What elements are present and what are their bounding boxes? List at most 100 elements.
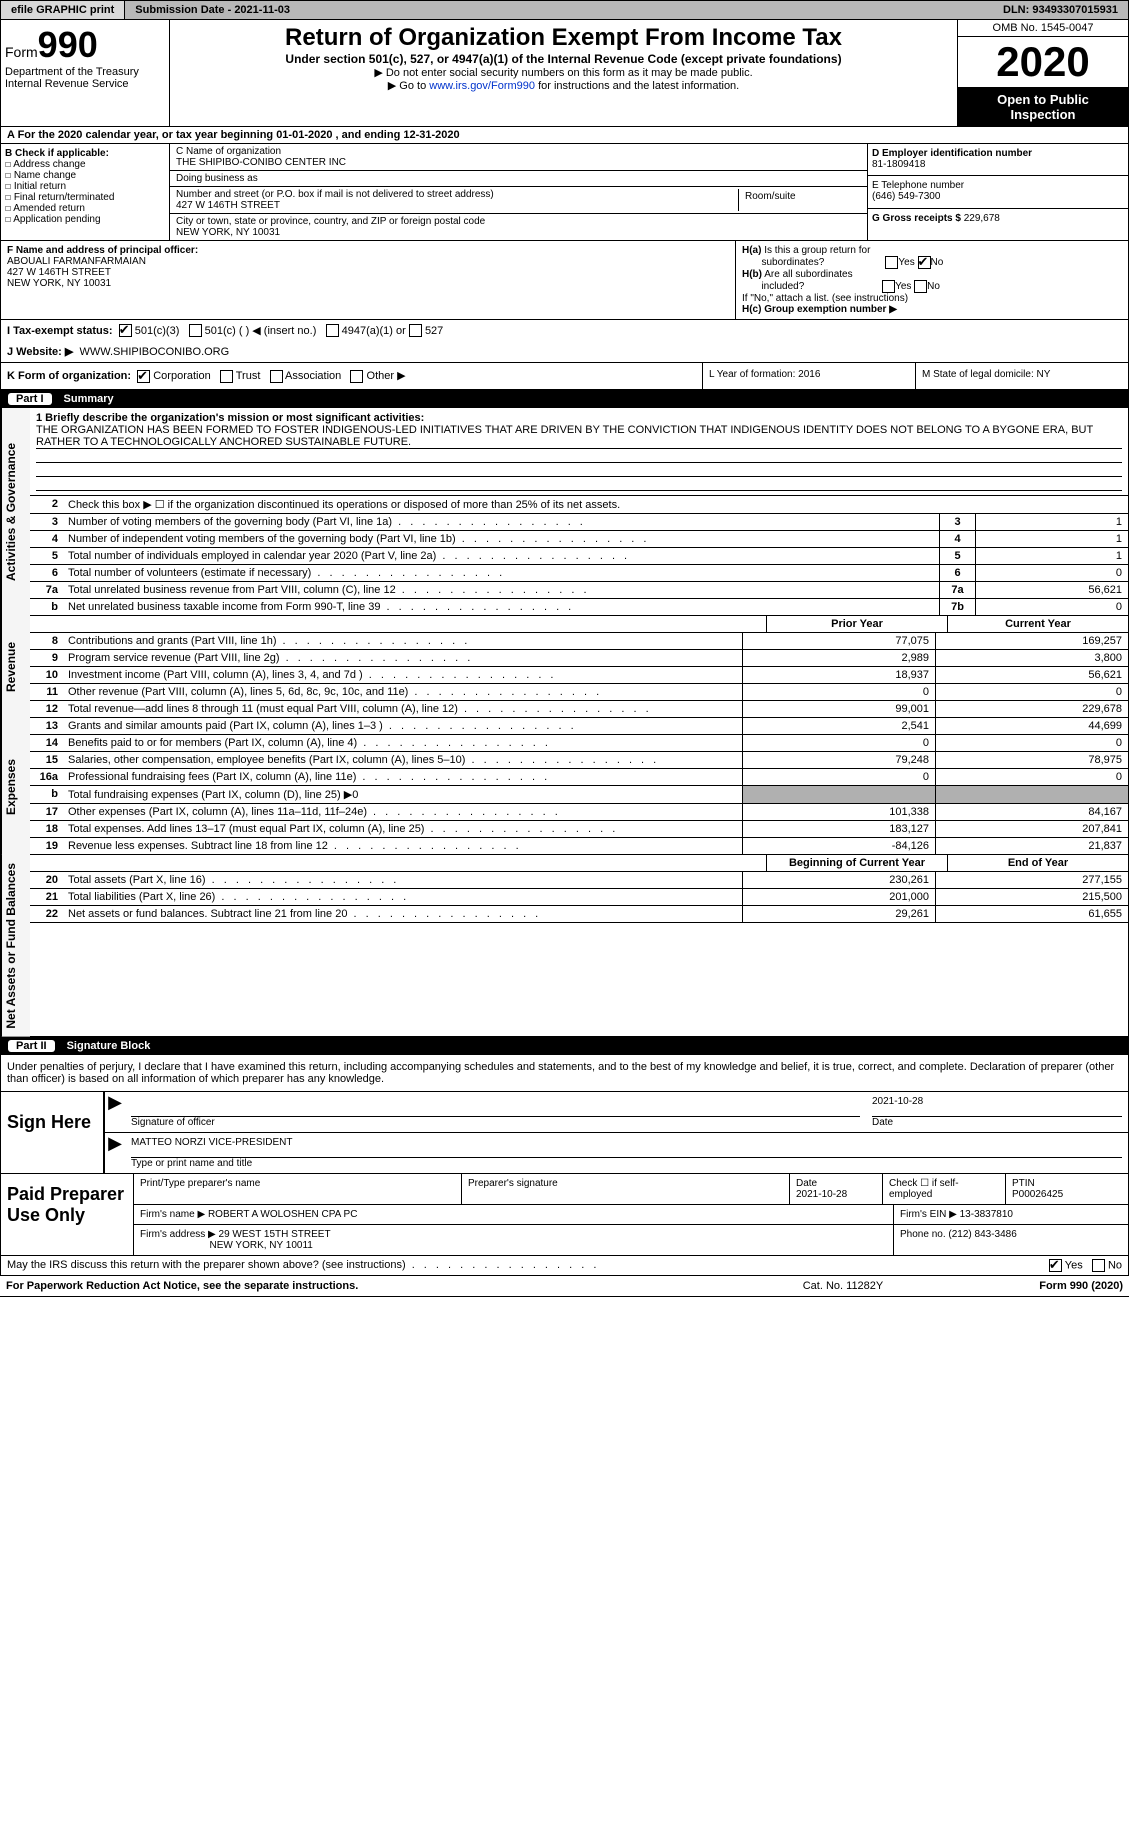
corp-checkbox[interactable] bbox=[137, 370, 150, 383]
current-year-header: Current Year bbox=[947, 616, 1128, 632]
note-link: ▶ Go to www.irs.gov/Form990 for instruct… bbox=[174, 79, 953, 92]
527-checkbox[interactable] bbox=[409, 324, 422, 337]
netassets-label: Net Assets or Fund Balances bbox=[1, 855, 30, 1037]
mission-prompt: 1 Briefly describe the organization's mi… bbox=[36, 412, 424, 424]
tax-year: 2020 bbox=[958, 37, 1128, 88]
summary-line: 21Total liabilities (Part X, line 26)201… bbox=[30, 889, 1128, 906]
summary-line: 8Contributions and grants (Part VIII, li… bbox=[30, 633, 1128, 650]
website-value: WWW.SHIPIBOCONIBO.ORG bbox=[79, 346, 229, 358]
note-ssn: ▶ Do not enter social security numbers o… bbox=[174, 66, 953, 79]
efile-print-button[interactable]: efile GRAPHIC print bbox=[1, 1, 125, 19]
firm-phone: (212) 843-3486 bbox=[948, 1229, 1016, 1240]
discuss-no[interactable] bbox=[1092, 1259, 1105, 1272]
subordinates-no[interactable] bbox=[914, 280, 927, 293]
officer-city: NEW YORK, NY 10031 bbox=[7, 278, 111, 289]
form-header: Form990 Department of the Treasury Inter… bbox=[0, 20, 1129, 127]
group-return-no[interactable] bbox=[918, 256, 931, 269]
gross-receipts: 229,678 bbox=[964, 213, 1000, 224]
year-formation: L Year of formation: 2016 bbox=[702, 363, 915, 389]
governance-section: Activities & Governance 1 Briefly descri… bbox=[0, 408, 1129, 616]
line16b-text: Total fundraising expenses (Part IX, col… bbox=[64, 786, 742, 803]
officer-group-row: F Name and address of principal officer:… bbox=[0, 241, 1129, 320]
officer-print-name: MATTEO NORZI VICE-PRESIDENT bbox=[131, 1137, 1122, 1158]
group-return-yes[interactable] bbox=[885, 256, 898, 269]
revenue-section: Revenue Prior Year Current Year 8Contrib… bbox=[0, 616, 1129, 718]
perjury-statement: Under penalties of perjury, I declare th… bbox=[1, 1055, 1128, 1091]
other-checkbox[interactable] bbox=[350, 370, 363, 383]
check-if-applicable: B Check if applicable: ☐ Address change … bbox=[1, 144, 170, 240]
summary-line: 7aTotal unrelated business revenue from … bbox=[30, 582, 1128, 599]
firm-city: NEW YORK, NY 10011 bbox=[209, 1240, 312, 1251]
summary-line: 5Total number of individuals employed in… bbox=[30, 548, 1128, 565]
form-number: Form990 bbox=[5, 24, 165, 66]
part2-header: Part II Signature Block bbox=[0, 1037, 1129, 1055]
summary-line: bNet unrelated business taxable income f… bbox=[30, 599, 1128, 616]
summary-line: 14Benefits paid to or for members (Part … bbox=[30, 735, 1128, 752]
submission-date: Submission Date - 2021-11-03 bbox=[125, 1, 300, 19]
firm-address: 29 WEST 15TH STREET bbox=[219, 1229, 331, 1240]
summary-line: 6Total number of volunteers (estimate if… bbox=[30, 565, 1128, 582]
omb-number: OMB No. 1545-0047 bbox=[958, 20, 1128, 37]
mission-text: THE ORGANIZATION HAS BEEN FORMED TO FOST… bbox=[36, 424, 1122, 449]
preparer-date: 2021-10-28 bbox=[796, 1189, 847, 1200]
sig-date: 2021-10-28 bbox=[872, 1096, 1122, 1117]
summary-line: 13Grants and similar amounts paid (Part … bbox=[30, 718, 1128, 735]
sign-here-label: Sign Here bbox=[1, 1092, 105, 1173]
ein-value: 81-1809418 bbox=[872, 159, 925, 170]
preparer-name-header: Print/Type preparer's name bbox=[134, 1174, 462, 1204]
part1-header: Part I Summary bbox=[0, 390, 1129, 408]
revenue-label: Revenue bbox=[1, 616, 30, 718]
summary-line: 18Total expenses. Add lines 13–17 (must … bbox=[30, 821, 1128, 838]
501c3-checkbox[interactable] bbox=[119, 324, 132, 337]
officer-street: 427 W 146TH STREET bbox=[7, 267, 111, 278]
ptin-value: P00026425 bbox=[1012, 1189, 1063, 1200]
netassets-section: Net Assets or Fund Balances Beginning of… bbox=[0, 855, 1129, 1038]
preparer-sig-header: Preparer's signature bbox=[462, 1174, 790, 1204]
arrow-icon: ▶ bbox=[105, 1092, 125, 1132]
summary-line: 9Program service revenue (Part VIII, lin… bbox=[30, 650, 1128, 667]
firm-name: ROBERT A WOLOSHEN CPA PC bbox=[208, 1209, 358, 1220]
tax-period: A For the 2020 calendar year, or tax yea… bbox=[0, 127, 1129, 144]
org-street: 427 W 146TH STREET bbox=[176, 200, 738, 211]
org-city: NEW YORK, NY 10031 bbox=[176, 227, 861, 238]
summary-line: 3Number of voting members of the governi… bbox=[30, 514, 1128, 531]
expenses-section: Expenses 13Grants and similar amounts pa… bbox=[0, 718, 1129, 855]
summary-line: 15Salaries, other compensation, employee… bbox=[30, 752, 1128, 769]
website-row: J Website: ▶ WWW.SHIPIBOCONIBO.ORG bbox=[0, 341, 1129, 363]
summary-line: 10Investment income (Part VIII, column (… bbox=[30, 667, 1128, 684]
self-employed-check[interactable]: Check ☐ if self-employed bbox=[883, 1174, 1006, 1204]
room-suite: Room/suite bbox=[738, 189, 861, 211]
org-name: THE SHIPIBO-CONIBO CENTER INC bbox=[176, 157, 861, 168]
assoc-checkbox[interactable] bbox=[270, 370, 283, 383]
form-subtitle: Under section 501(c), 527, or 4947(a)(1)… bbox=[174, 52, 953, 66]
trust-checkbox[interactable] bbox=[220, 370, 233, 383]
begin-year-header: Beginning of Current Year bbox=[766, 855, 947, 871]
summary-line: 22Net assets or fund balances. Subtract … bbox=[30, 906, 1128, 923]
prior-year-header: Prior Year bbox=[766, 616, 947, 632]
summary-line: 11Other revenue (Part VIII, column (A), … bbox=[30, 684, 1128, 701]
form-title: Return of Organization Exempt From Incom… bbox=[174, 24, 953, 52]
expenses-label: Expenses bbox=[1, 718, 30, 855]
discuss-yes[interactable] bbox=[1049, 1259, 1062, 1272]
sig-officer-label: Signature of officer bbox=[131, 1117, 860, 1128]
dln-number: DLN: 93493307015931 bbox=[993, 1, 1128, 19]
end-year-header: End of Year bbox=[947, 855, 1128, 871]
form-of-org-row: K Form of organization: Corporation Trus… bbox=[0, 363, 1129, 390]
501c-checkbox[interactable] bbox=[189, 324, 202, 337]
top-toolbar: efile GRAPHIC print Submission Date - 20… bbox=[0, 0, 1129, 20]
summary-line: 19Revenue less expenses. Subtract line 1… bbox=[30, 838, 1128, 855]
officer-name: ABOUALI FARMANFARMAIAN bbox=[7, 256, 146, 267]
4947-checkbox[interactable] bbox=[326, 324, 339, 337]
instructions-link[interactable]: www.irs.gov/Form990 bbox=[429, 80, 535, 92]
arrow-icon: ▶ bbox=[105, 1133, 125, 1173]
subordinates-yes[interactable] bbox=[882, 280, 895, 293]
summary-line: 12Total revenue—add lines 8 through 11 (… bbox=[30, 701, 1128, 718]
summary-line: 4Number of independent voting members of… bbox=[30, 531, 1128, 548]
paid-preparer-label: Paid Preparer Use Only bbox=[1, 1174, 134, 1255]
governance-label: Activities & Governance bbox=[1, 408, 30, 616]
firm-ein: 13-3837810 bbox=[960, 1209, 1013, 1220]
summary-line: 16aProfessional fundraising fees (Part I… bbox=[30, 769, 1128, 786]
entity-info-grid: B Check if applicable: ☐ Address change … bbox=[0, 144, 1129, 241]
state-domicile: M State of legal domicile: NY bbox=[915, 363, 1128, 389]
page-footer: For Paperwork Reduction Act Notice, see … bbox=[0, 1276, 1129, 1297]
